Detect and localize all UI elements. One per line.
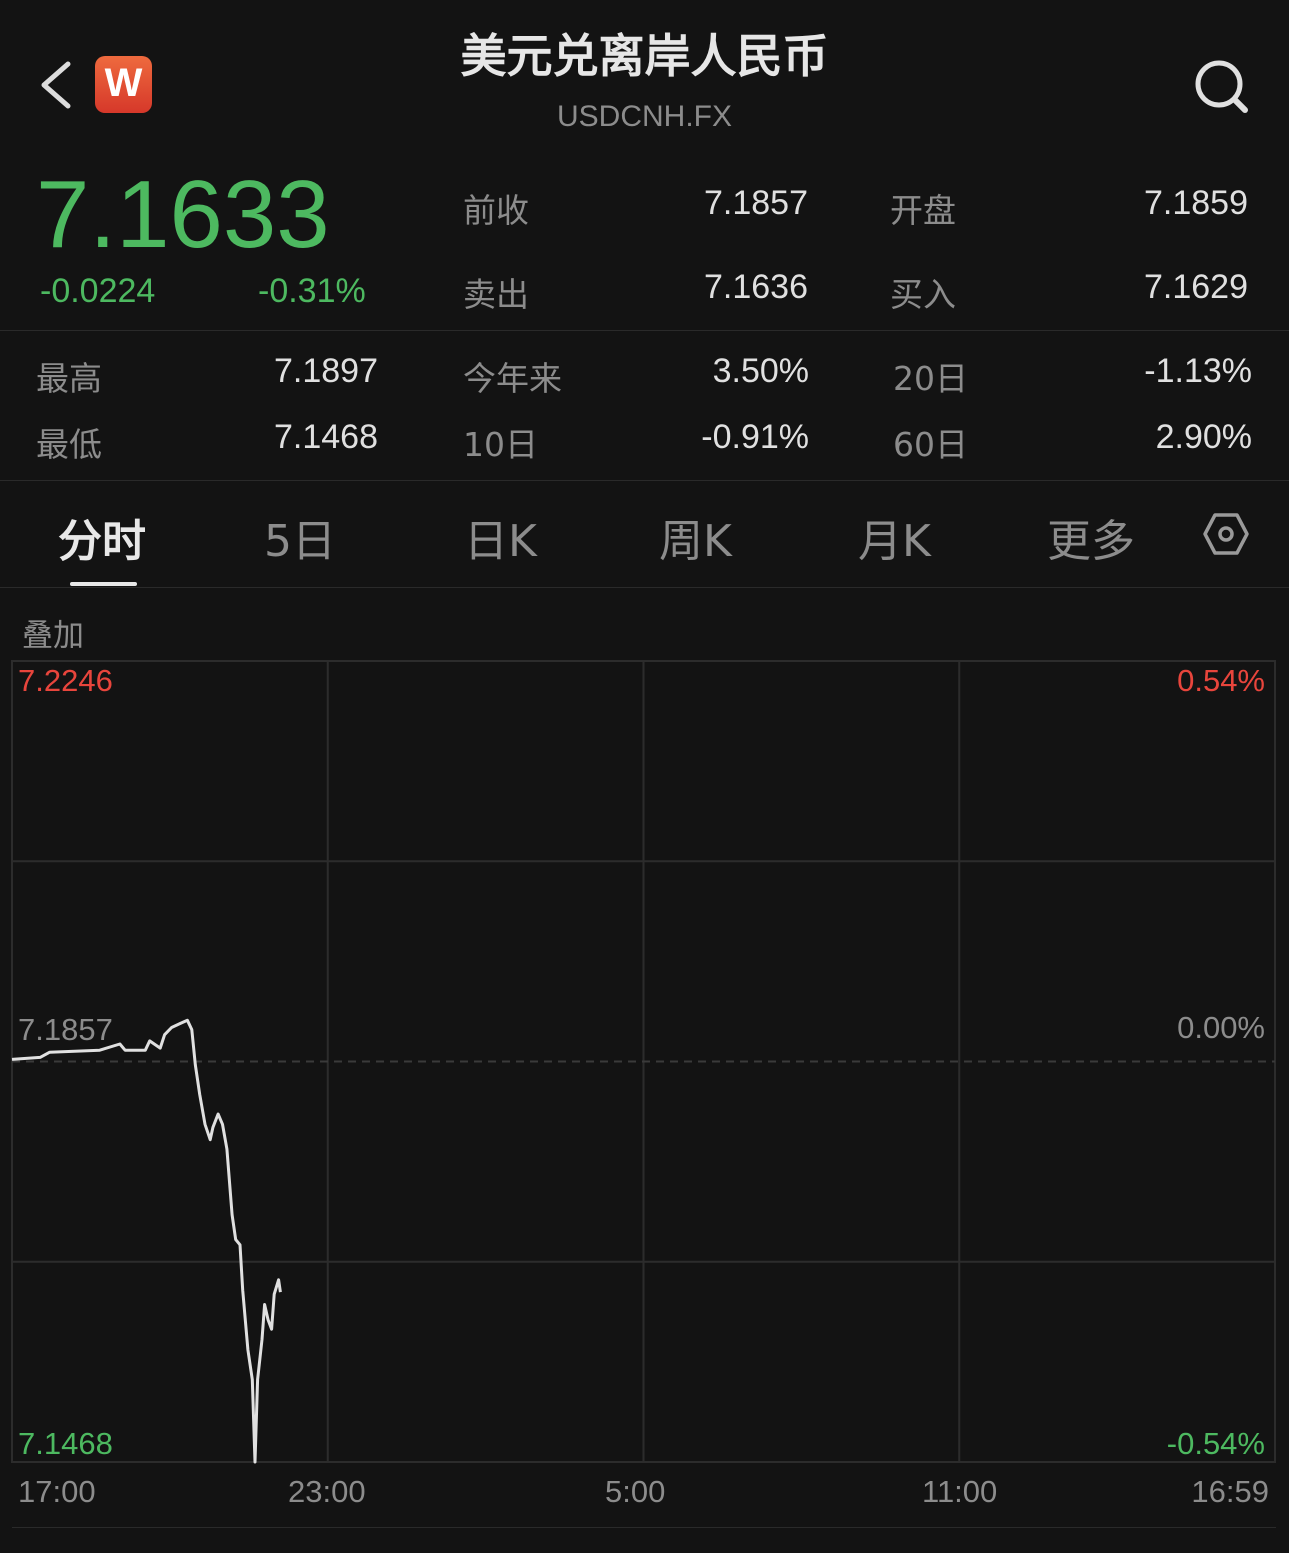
stat-label: 买入 — [890, 275, 956, 314]
tab-more[interactable]: 更多 — [1047, 516, 1135, 567]
x-tick: 17:00 — [18, 1474, 96, 1509]
tab-intraday[interactable]: 分时 — [58, 516, 146, 567]
chevron-left-icon — [41, 61, 71, 109]
tab-monthly-k[interactable]: 月K — [858, 516, 931, 567]
stat-value: 7.1636 — [704, 268, 808, 306]
x-tick: 5:00 — [605, 1474, 666, 1509]
page-title: 美元兑离岸人民币 — [460, 29, 829, 83]
stat-label: 10日 — [463, 425, 538, 464]
symbol-code: USDCNH.FX — [556, 100, 732, 133]
intraday-chart[interactable] — [0, 650, 1289, 1480]
y-tick-right-top: 0.54% — [1177, 663, 1265, 698]
price-change: -0.0224 — [40, 272, 156, 310]
y-tick-right-mid: 0.00% — [1177, 1010, 1265, 1045]
price-line — [11, 1018, 282, 1464]
stat-value: 3.50% — [712, 352, 809, 390]
stat-value: 2.90% — [1155, 418, 1252, 456]
y-tick-right-bottom: -0.54% — [1166, 1426, 1265, 1461]
stat-value: 7.1859 — [1144, 184, 1248, 222]
price-change-pct: -0.31% — [258, 272, 366, 310]
stat-label: 开盘 — [890, 191, 956, 230]
divider — [0, 480, 1289, 481]
y-tick-left-bottom: 7.1468 — [18, 1426, 113, 1461]
stat-label: 60日 — [893, 425, 968, 464]
search-icon — [1195, 60, 1248, 113]
stat-value: 7.1629 — [1144, 268, 1248, 306]
tab-daily-k[interactable]: 日K — [464, 516, 537, 567]
tab-5day[interactable]: 5日 — [264, 516, 336, 567]
back-button[interactable] — [36, 58, 76, 112]
x-tick: 23:00 — [288, 1474, 366, 1509]
x-tick: 16:59 — [1191, 1474, 1269, 1509]
stat-value: 7.1897 — [274, 352, 378, 390]
stat-label: 20日 — [893, 359, 968, 398]
stat-label: 卖出 — [463, 275, 529, 314]
x-tick: 11:00 — [922, 1474, 998, 1509]
overlay-button[interactable]: 叠加 — [22, 618, 84, 654]
stat-label: 前收 — [463, 191, 529, 230]
stat-value: 7.1468 — [274, 418, 378, 456]
stat-label: 今年来 — [463, 359, 562, 398]
divider — [12, 1527, 1276, 1528]
stat-value: -0.91% — [701, 418, 809, 456]
active-tab-indicator — [70, 582, 137, 586]
stat-label: 最低 — [36, 425, 102, 464]
stat-value: 7.1857 — [704, 184, 808, 222]
last-price: 7.1633 — [36, 161, 330, 268]
stat-label: 最高 — [36, 359, 102, 398]
stat-value: -1.13% — [1144, 352, 1252, 390]
search-button[interactable] — [1192, 56, 1252, 116]
tab-weekly-k[interactable]: 周K — [659, 516, 732, 567]
hexagon-settings-icon — [1203, 513, 1249, 555]
app-logo[interactable]: W — [95, 56, 152, 113]
divider — [0, 587, 1289, 588]
y-tick-left-mid: 7.1857 — [18, 1012, 113, 1047]
settings-button[interactable] — [1203, 512, 1249, 560]
divider — [0, 330, 1289, 331]
y-tick-left-top: 7.2246 — [18, 663, 113, 698]
